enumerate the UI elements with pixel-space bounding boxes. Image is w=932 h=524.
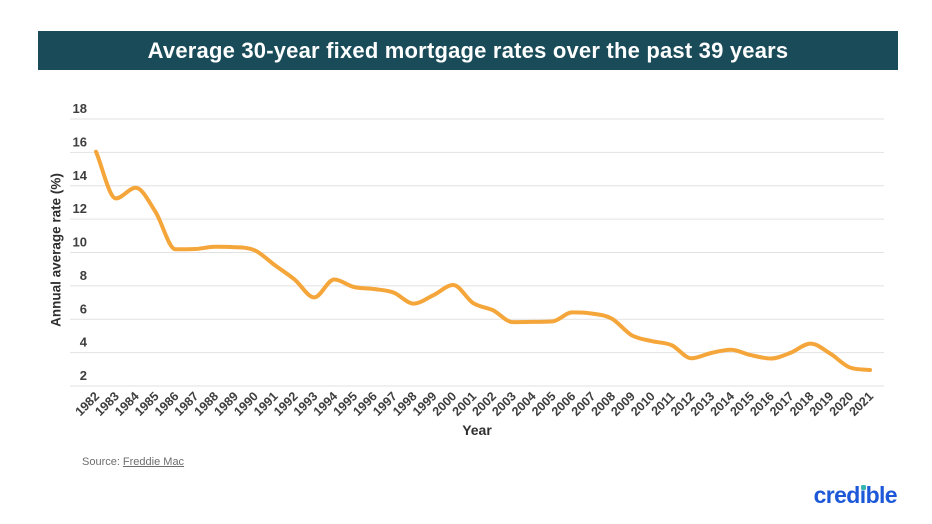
logo-letter-i: ı xyxy=(860,484,866,507)
source-link[interactable]: Freddie Mac xyxy=(122,456,185,468)
y-tick-label: 4 xyxy=(80,335,88,350)
x-tick-label: 2021 xyxy=(847,389,877,419)
y-axis-title: Annual average rate (%) xyxy=(48,173,64,327)
y-tick-label: 10 xyxy=(73,235,87,250)
logo-i-dot xyxy=(861,485,866,490)
y-tick-label: 14 xyxy=(73,168,88,183)
chart-title-bar: Average 30-year fixed mortgage rates ove… xyxy=(38,31,898,70)
rate-line xyxy=(94,149,872,372)
logo-i-stem: ı xyxy=(859,482,866,508)
y-tick-label: 2 xyxy=(80,368,87,383)
source-line: Source: Freddie Mac xyxy=(82,456,184,468)
credible-logo[interactable]: credı ble xyxy=(813,482,898,508)
y-tick-label: 6 xyxy=(80,301,87,316)
y-tick-label: 18 xyxy=(73,101,87,116)
y-tick-label: 8 xyxy=(80,268,87,283)
x-axis-title: Year xyxy=(462,422,492,438)
logo-text-pre: cred xyxy=(813,482,861,508)
logo-text-post: ble xyxy=(865,482,898,508)
y-tick-label: 16 xyxy=(73,134,87,149)
source-prefix: Source: xyxy=(82,456,120,468)
chart-title: Average 30-year fixed mortgage rates ove… xyxy=(147,37,789,63)
y-tick-label: 12 xyxy=(73,201,87,216)
